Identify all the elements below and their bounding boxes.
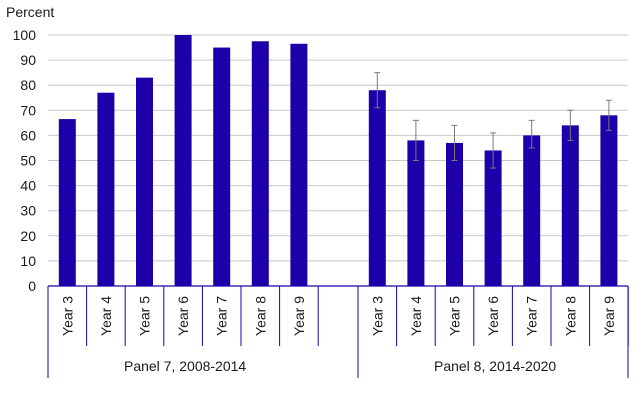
gridlines [48, 34, 628, 262]
bar [290, 43, 308, 286]
bar [58, 119, 76, 287]
bar [446, 142, 463, 286]
bar [600, 115, 618, 286]
y-tick-label: 20 [20, 228, 36, 244]
bar [523, 135, 541, 286]
y-tick-label: 60 [20, 127, 36, 143]
x-tick-label: Year 8 [252, 296, 268, 336]
x-tick-label: Year 6 [175, 296, 191, 336]
x-tick-label: Year 3 [369, 296, 385, 336]
y-tick-label: 30 [20, 203, 36, 219]
y-tick-label: 40 [20, 178, 36, 194]
group-label: Panel 7, 2008-2014 [124, 358, 246, 374]
y-tick-label: 90 [20, 52, 36, 68]
bar [136, 77, 153, 286]
y-tick-label: 50 [20, 153, 36, 169]
x-tick-label: Year 9 [601, 296, 617, 336]
error-bars [374, 72, 612, 169]
x-tick-label: Year 3 [59, 296, 75, 336]
x-tick-label: Year 4 [408, 296, 424, 336]
group-label: Panel 8, 2014-2020 [434, 358, 556, 374]
x-tick-label: Year 7 [524, 296, 540, 336]
y-tick-label: 10 [20, 253, 36, 269]
y-tick-label: 70 [20, 102, 36, 118]
bar [213, 47, 231, 286]
bar [484, 150, 502, 286]
y-axis-label: Percent [6, 4, 54, 20]
y-axis-ticks: 0 10 20 30 40 50 60 70 80 90 100 [13, 27, 37, 294]
x-tick-label: Year 5 [447, 296, 463, 336]
y-tick-label: 0 [28, 278, 36, 294]
bar [174, 35, 192, 286]
x-tick-label: Year 7 [214, 296, 230, 336]
x-axis: Year 3 Year 4 Year 5 Year 6 Year 7 Year 8 Year… [47, 285, 629, 378]
x-tick-label: Year 8 [562, 296, 578, 336]
x-tick-label: Year 9 [291, 296, 307, 336]
bar [407, 140, 425, 286]
x-tick-label: Year 5 [137, 296, 153, 336]
bars [58, 35, 618, 287]
bar [561, 125, 579, 286]
x-tick-label: Year 6 [485, 296, 501, 336]
bar [97, 92, 115, 286]
y-tick-label: 80 [20, 77, 36, 93]
y-tick-label: 100 [13, 27, 37, 43]
x-tick-label: Year 4 [98, 296, 114, 336]
bar [251, 41, 269, 287]
bar [368, 90, 386, 286]
